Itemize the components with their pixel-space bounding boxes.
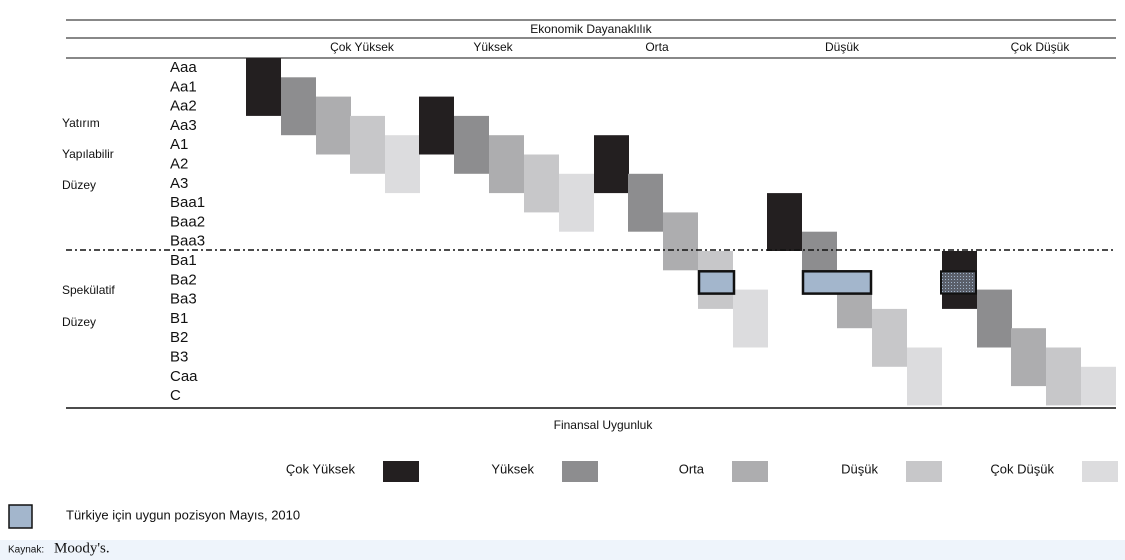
legend-swatch — [732, 461, 768, 482]
rating-label: C — [170, 387, 181, 404]
source-label: Kaynak: — [8, 545, 44, 556]
column-header: Çok Yüksek — [330, 40, 395, 54]
turkey-position — [801, 270, 873, 295]
rating-label: Aaa — [170, 59, 197, 76]
rating-block — [316, 96, 351, 155]
legend-swatch — [8, 504, 33, 529]
rating-block — [246, 58, 281, 116]
rating-block — [350, 115, 385, 174]
rating-label: B1 — [170, 310, 188, 327]
turkey-position — [940, 270, 977, 295]
group-label: Yapılabilir — [62, 147, 114, 161]
column-header: Düşük — [825, 40, 860, 54]
header-title: Ekonomik Dayanaklılık — [530, 22, 652, 36]
rating-block — [1011, 328, 1046, 387]
rating-label: A3 — [170, 175, 188, 192]
rating-block — [454, 115, 489, 174]
group-label: Spekülatif — [62, 283, 115, 297]
legend-swatch — [906, 461, 942, 482]
column-header: Yüksek — [473, 40, 513, 54]
rating-block — [907, 347, 942, 406]
rating-label: Ba3 — [170, 291, 197, 308]
rating-block — [767, 193, 802, 251]
legend-swatch — [1082, 461, 1118, 482]
legend-label: Orta — [679, 461, 705, 476]
turkey-position — [697, 270, 736, 295]
rating-label: Baa2 — [170, 213, 205, 230]
source-strip — [0, 540, 1125, 560]
legend-label: Yüksek — [491, 461, 534, 476]
rating-label: Ba1 — [170, 252, 197, 269]
rating-label: A1 — [170, 136, 188, 153]
legend-label: Düşük — [841, 461, 878, 476]
rating-block — [385, 135, 420, 194]
legend-swatch — [562, 461, 598, 482]
column-header: Orta — [645, 40, 669, 54]
rating-block — [559, 173, 594, 232]
rating-label: Baa3 — [170, 233, 205, 250]
footer-title: Finansal Uygunluk — [554, 418, 654, 432]
legend-label: Türkiye için uygun pozisyon Mayıs, 2010 — [66, 507, 300, 522]
rating-block — [663, 212, 698, 271]
rating-label: Caa — [170, 368, 198, 385]
rating-block — [594, 135, 629, 194]
rating-label: Aa3 — [170, 117, 197, 134]
rating-block — [628, 173, 663, 232]
rating-block — [419, 96, 454, 155]
rating-block — [489, 135, 524, 194]
rating-label: Aa2 — [170, 98, 197, 115]
rating-label: Aa1 — [170, 78, 197, 95]
rating-block — [1046, 347, 1081, 406]
rating-block — [733, 289, 768, 348]
rating-block — [524, 154, 559, 213]
legend-swatch — [383, 461, 419, 482]
rating-label: B2 — [170, 329, 188, 346]
rating-block — [837, 289, 872, 329]
rating-block — [1081, 366, 1116, 406]
rating-label: Baa1 — [170, 194, 205, 211]
source-name: Moody's. — [54, 540, 110, 556]
legend-label: Çok Düşük — [990, 461, 1054, 476]
rating-label: B3 — [170, 348, 188, 365]
rating-label: Ba2 — [170, 271, 197, 288]
rating-block — [281, 77, 316, 136]
column-header: Çok Düşük — [1011, 40, 1071, 54]
group-label: Düzey — [62, 178, 96, 192]
rating-label: A2 — [170, 155, 188, 172]
legend-label: Çok Yüksek — [286, 461, 356, 476]
rating-block — [802, 231, 837, 271]
rating-block — [872, 308, 907, 367]
rating-block — [977, 289, 1012, 348]
group-label: Yatırım — [62, 116, 100, 130]
group-label: Düzey — [62, 315, 96, 329]
